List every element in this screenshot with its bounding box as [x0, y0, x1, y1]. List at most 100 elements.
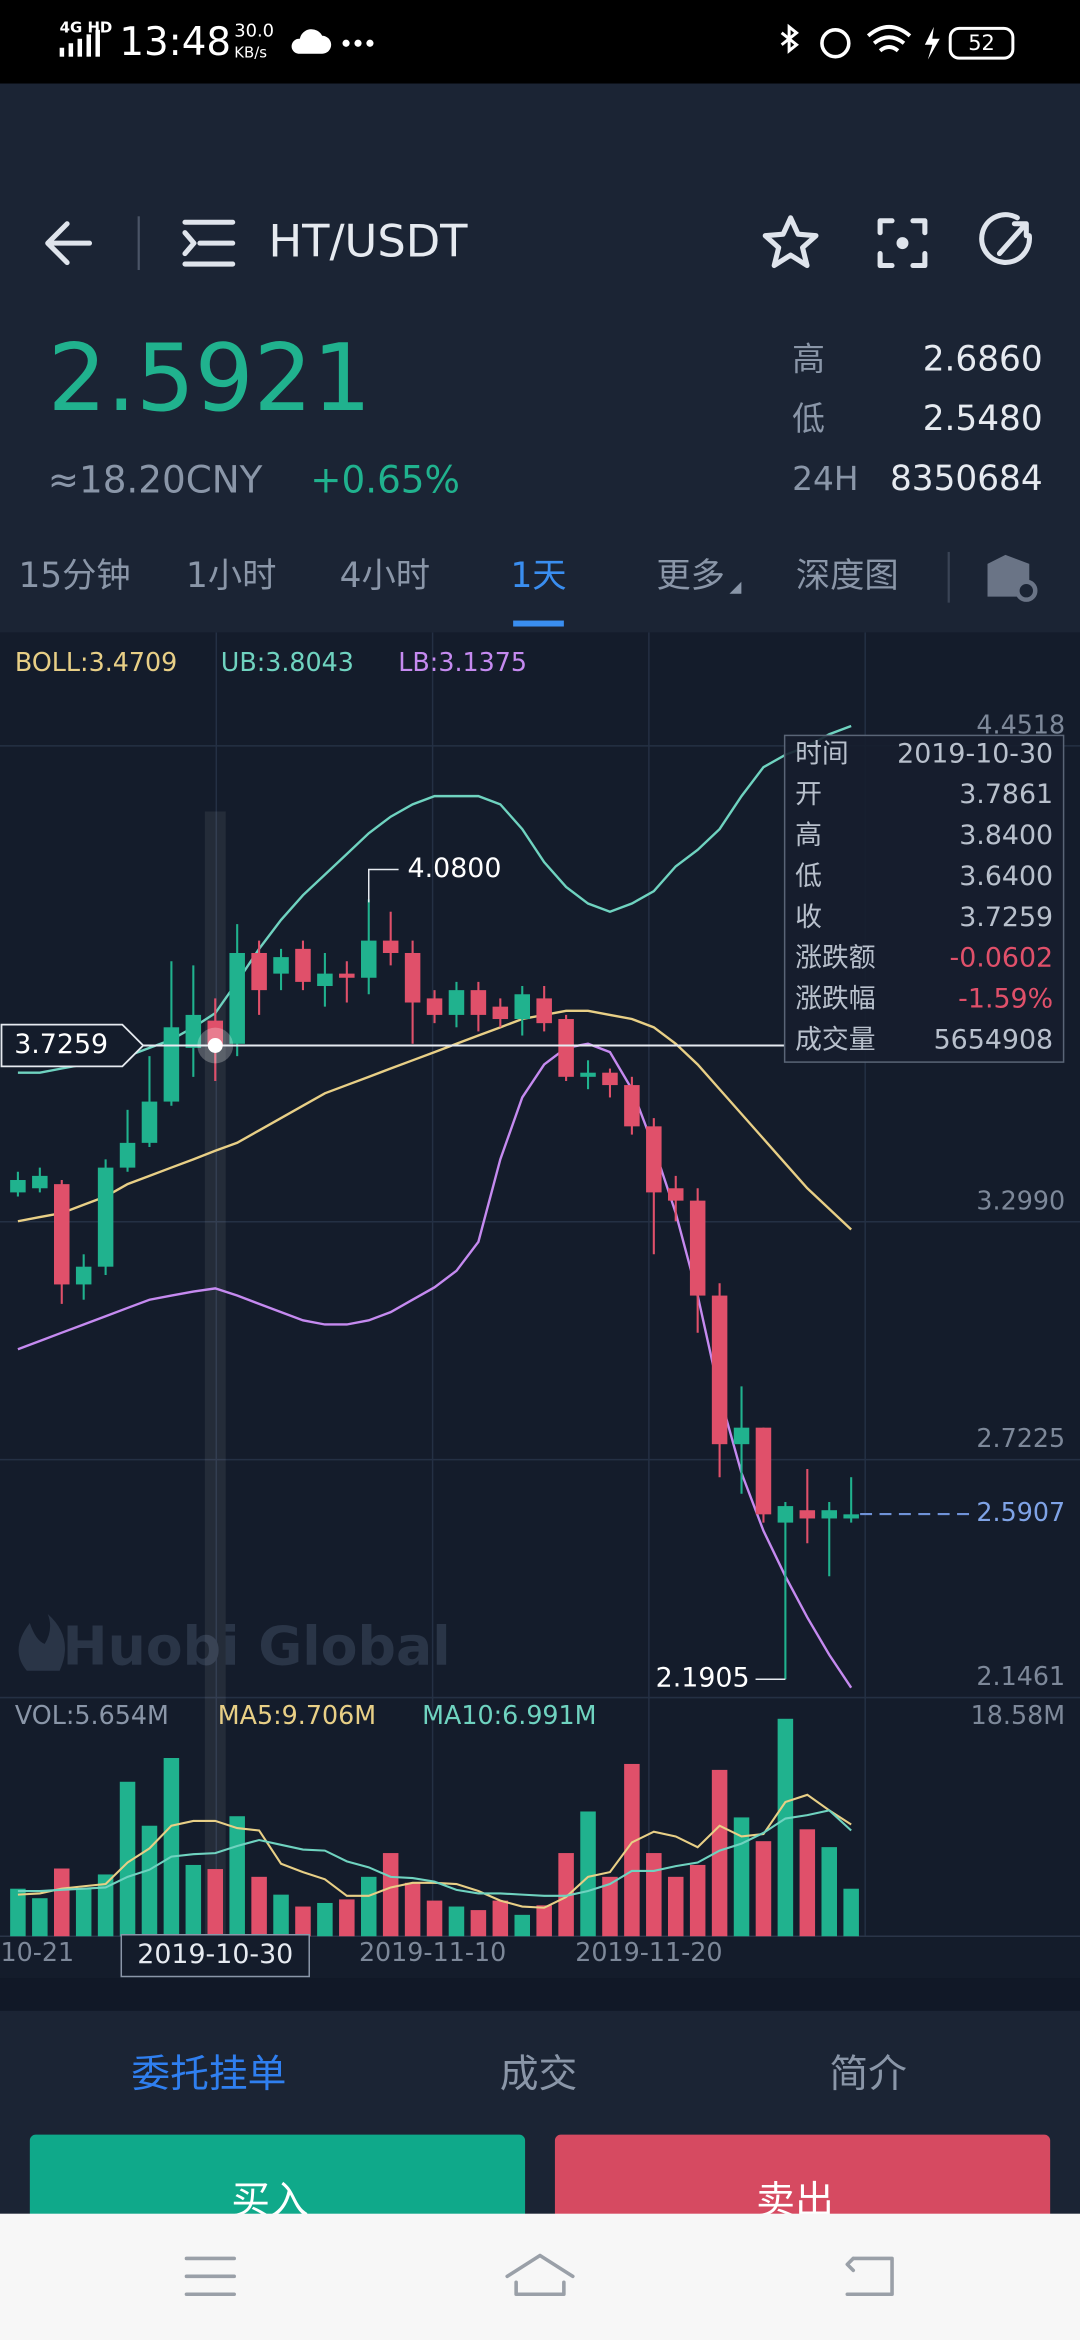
date-label: 2019-11-20 [575, 1937, 722, 1967]
alarm-icon [820, 28, 851, 59]
stat-label: 低 [792, 400, 825, 438]
last-price: 2.5921 [48, 324, 372, 432]
volume-bar [229, 1816, 245, 1937]
stat-label: 高 [792, 340, 825, 378]
bottom-tabs: 委托挂单 成交 简介 [131, 2052, 907, 2097]
bottom-tab[interactable]: 委托挂单 [131, 2052, 286, 2097]
favorite-button[interactable] [762, 215, 819, 269]
stat-label: 24H [792, 460, 858, 498]
period-tab[interactable]: 更多 [656, 556, 725, 596]
last-price-label: 2.5907 [976, 1497, 1065, 1527]
buy-button[interactable] [29, 2134, 526, 2240]
volume-ma-line [17, 1793, 852, 1909]
tooltip-key: 高 [795, 820, 822, 851]
indicator-label: LB:3.1375 [398, 647, 527, 677]
menu-button[interactable] [182, 219, 236, 267]
period-tab[interactable]: 深度图 [796, 556, 899, 596]
candle-body [54, 1184, 70, 1285]
pair-title: HT/USDT [269, 215, 469, 268]
battery-level: 52 [968, 31, 995, 55]
tooltip-key: 涨跌额 [795, 943, 876, 974]
volume-bar [75, 1888, 92, 1937]
candle-body [733, 1427, 750, 1445]
volume-bar [273, 1894, 289, 1937]
period-tab[interactable]: 4小时 [340, 556, 430, 596]
volume-bar [382, 1853, 399, 1937]
screenshot-button[interactable] [877, 218, 928, 269]
tooltip-key: 开 [795, 779, 822, 810]
system-nav [0, 2213, 1080, 2340]
candle-body [382, 940, 399, 953]
nav-back[interactable] [845, 2256, 894, 2297]
charge-icon [924, 26, 940, 60]
period-tab[interactable]: 1天 [510, 556, 566, 596]
crosshair-price: 3.7259 [14, 1029, 108, 1060]
candle-body [799, 1510, 816, 1519]
bluetooth-icon [780, 23, 799, 54]
high-marker: 4.0800 [408, 853, 502, 884]
tooltip-value: -0.0602 [950, 943, 1054, 974]
bottom-tab[interactable]: 简介 [829, 2052, 907, 2097]
volume-bar [404, 1882, 421, 1937]
volume-bar [602, 1876, 618, 1937]
volume-bar [558, 1853, 574, 1937]
candle-body [97, 1167, 114, 1267]
volume-bar [360, 1876, 377, 1937]
date-label: 10-21 [0, 1937, 74, 1967]
share-button[interactable] [979, 212, 1032, 265]
candle-body [646, 1126, 662, 1193]
period-tab[interactable]: 1小时 [186, 556, 276, 596]
volume-bar [492, 1900, 509, 1937]
kline-chart: 4.4518 3.2990 2.7225 2.1461 Huobi Global BOLL… [0, 632, 1080, 1978]
candle-body [602, 1072, 618, 1086]
candle-body [448, 990, 465, 1015]
nav-home[interactable] [505, 2253, 575, 2297]
volume-bar [119, 1781, 136, 1937]
candle-body [360, 940, 377, 978]
volume-bar [580, 1811, 596, 1937]
change-percent: +0.65% [310, 457, 460, 501]
volume-bar [536, 1905, 552, 1937]
net-speed-unit: KB/s [234, 44, 267, 62]
net-speed: 30.0 [234, 20, 274, 41]
candle-body [229, 952, 245, 1044]
back-button[interactable] [45, 221, 93, 266]
y-tick-label: 4.4518 [976, 709, 1065, 739]
volume-bar [470, 1910, 487, 1937]
volume-bar [426, 1900, 443, 1937]
volume-bar [339, 1899, 355, 1937]
signal-icon [59, 29, 100, 57]
candle-body [185, 1014, 202, 1048]
tooltip-value: 3.7861 [959, 779, 1053, 810]
volume-bar [448, 1906, 465, 1937]
watermark-logo [18, 1614, 65, 1671]
volume-bar [185, 1864, 202, 1937]
nav-menu[interactable] [184, 2256, 236, 2297]
stat-value: 8350684 [890, 459, 1043, 499]
volume-bar [10, 1888, 26, 1937]
candle-body [251, 952, 267, 991]
tooltip-value: 5654908 [934, 1024, 1054, 1055]
volume-bar [251, 1876, 267, 1937]
sell-button[interactable] [554, 2134, 1051, 2240]
volume-bar [624, 1763, 640, 1937]
stat-value: 2.6860 [923, 339, 1043, 379]
date-label: 2019-11-10 [359, 1937, 506, 1967]
bottom-tab[interactable]: 成交 [500, 2052, 578, 2097]
low-marker: 2.1905 [656, 1663, 750, 1694]
tooltip-value: 3.8400 [959, 820, 1053, 851]
volume-bar [689, 1864, 706, 1937]
network: 4G HD [60, 18, 113, 36]
candle-body [32, 1175, 48, 1189]
boll-line [17, 1009, 852, 1231]
volume-tick-label: 18.58M [971, 1700, 1065, 1730]
volume-bar [733, 1817, 750, 1937]
volume-bar [843, 1888, 859, 1937]
volume-bar [667, 1876, 684, 1937]
tooltip-key: 时间 [795, 738, 849, 769]
tooltip-key: 涨跌幅 [795, 984, 876, 1015]
candle-body [295, 948, 311, 982]
candle-body [119, 1142, 136, 1168]
period-tab[interactable]: 15分钟 [18, 556, 130, 596]
